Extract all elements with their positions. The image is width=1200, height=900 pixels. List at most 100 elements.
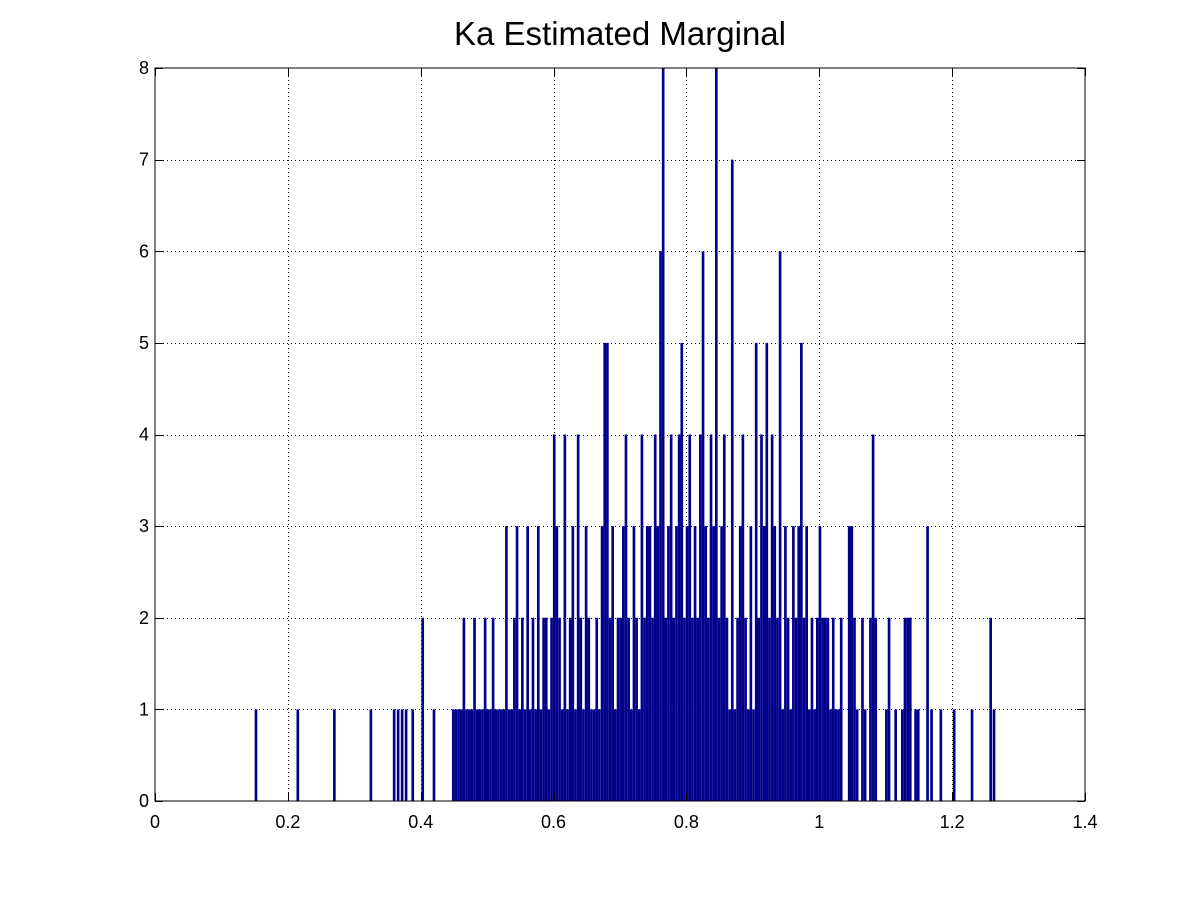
histogram-bar [685,526,689,802]
histogram-bar [648,526,652,802]
histogram-bar [510,709,514,802]
chart-title: Ka Estimated Marginal [454,15,786,52]
histogram-bar [853,617,856,801]
histogram-bar [712,526,715,802]
histogram-bar [560,709,564,802]
histogram-bar [489,709,492,802]
histogram-bar [621,526,625,802]
histogram-bar [916,709,920,802]
x-tick-label: 0.8 [674,812,699,832]
histogram-bar [672,617,676,801]
histogram-bar [333,709,336,802]
histogram-bar [794,617,798,801]
histogram-bar [696,617,700,801]
histogram-bar [544,617,548,801]
histogram-bar [887,617,891,801]
histogram-bar [592,709,596,802]
histogram-bar [563,434,567,801]
histogram-bar [823,617,827,801]
histogram-bar [421,617,425,801]
histogram-bar [757,617,761,801]
histogram-bar [733,709,737,802]
histogram-bar [568,617,572,801]
histogram-bar [728,709,731,802]
histogram-bar [826,617,830,801]
histogram-bar [635,617,638,801]
histogram-bar [462,617,466,801]
histogram-bar [693,526,697,802]
x-axis-tick-labels: 0 0.2 0.4 0.6 0.8 1 1.2 1.4 [150,812,1098,832]
histogram-bar [608,617,612,801]
histogram-bar [528,709,532,802]
histogram-bar [789,709,793,802]
histogram-bar [523,709,527,802]
histogram-bar [704,526,708,802]
histogram-bar [483,617,487,801]
histogram-bar [885,709,888,802]
histogram-bar [661,68,665,801]
histogram-bar [396,709,400,802]
histogram-bar [709,434,713,801]
histogram-bar [869,617,872,801]
x-tick-label: 0.2 [275,812,300,832]
histogram-bar [505,526,508,802]
histogram-bar [465,709,468,802]
y-tick-label: 5 [139,333,149,353]
histogram-bar [894,709,898,802]
histogram-bar [491,617,495,801]
histogram-bar [802,617,806,801]
histogram-bar [754,342,758,802]
histogram-bar [296,709,300,802]
histogram-bar [497,709,500,802]
histogram-bar [730,159,734,802]
histogram-bar [584,526,588,802]
histogram-bar [552,434,556,801]
histogram-bar [470,709,474,802]
histogram-bar [651,617,654,801]
histogram-bar [627,617,630,801]
histogram-bar [752,709,755,802]
histogram-bar [699,434,702,801]
histogram-bar [908,617,912,801]
histogram-bar [746,709,750,802]
histogram-bar [582,709,585,802]
histogram-bar [738,526,742,802]
histogram-bar [534,709,537,802]
histogram-bar [760,434,763,801]
histogram-bar [952,709,956,802]
histogram-bar [521,617,524,801]
histogram-bars [254,68,996,802]
histogram-bar [810,617,814,801]
histogram-bar [624,434,628,801]
histogram-bar [574,709,577,802]
histogram-bar [749,526,753,802]
histogram-bar [254,709,258,802]
histogram-bar [805,526,808,802]
histogram-bar [404,709,408,802]
histogram-bar [637,709,641,802]
histogram-bar [807,709,811,802]
histogram-bar [369,709,373,802]
histogram-bar [871,434,875,801]
histogram-bar [677,434,681,801]
histogram-bar [874,617,878,801]
x-tick-label: 1.4 [1072,812,1097,832]
histogram-bar [640,434,644,801]
histogram-bar [741,434,745,801]
histogram-bar [837,709,840,802]
histogram-bar [645,526,649,802]
histogram-bar [691,617,694,801]
histogram-bar [579,617,583,801]
y-tick-label: 7 [139,150,149,170]
histogram-bar [614,709,617,802]
x-tick-label: 0.4 [408,812,433,832]
histogram-bar [478,709,482,802]
histogram-bar [850,526,854,802]
histogram-bar [454,709,458,802]
histogram-bar [595,617,599,801]
histogram-bar [688,434,692,801]
histogram-bar [550,617,553,801]
histogram-bar [926,526,929,802]
histogram-bar [547,709,551,802]
